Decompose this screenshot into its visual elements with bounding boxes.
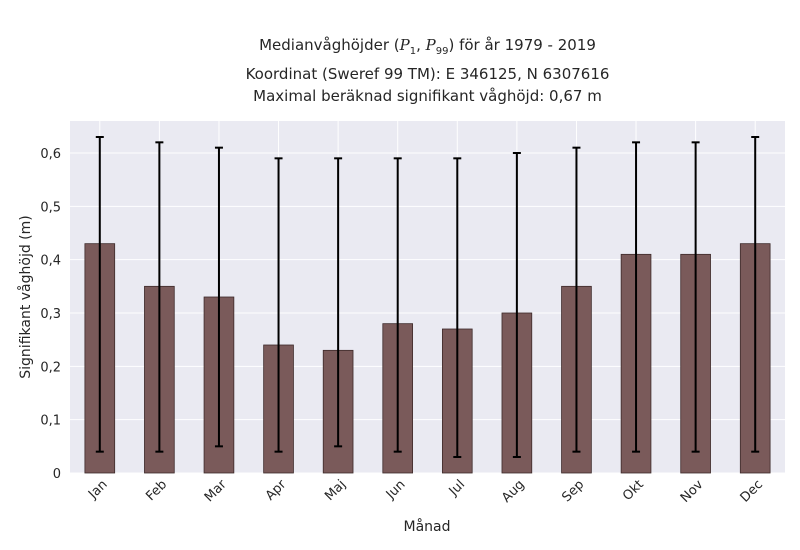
y-tick-label: 0,4 — [40, 254, 61, 269]
y-tick-label: 0,3 — [40, 307, 61, 322]
error-bars — [95, 136, 760, 458]
x-tick-label: Okt — [620, 477, 647, 504]
y-tick-label: 0,6 — [40, 147, 61, 162]
y-tick-label: 0,5 — [40, 200, 61, 215]
plot-area — [70, 121, 785, 473]
x-tick-label: Sep — [559, 477, 587, 505]
x-tick-label: Nov — [678, 477, 707, 506]
x-tick-label: Maj — [322, 477, 349, 504]
x-tick-label: Apr — [263, 477, 290, 504]
p-high-symbol: P — [425, 36, 436, 54]
p-high-subscript: 99 — [435, 46, 449, 57]
x-tick-labels: Jan Feb Mar Apr Maj Jun Jul Aug Sep Okt Nov Dec — [85, 477, 766, 506]
title-line-2: Koordinat (Sweref 99 TM): E 346125, N 63… — [245, 65, 610, 83]
title-line-1: Medianvåghöjder (P1, P99) för år 1979 - … — [259, 36, 596, 57]
x-tick-label: Dec — [738, 477, 766, 505]
x-tick-label: Mar — [202, 477, 230, 505]
title-line-3: Maximal beräknad signifikant våghöjd: 0,… — [253, 87, 602, 105]
x-axis-label: Månad — [404, 518, 451, 535]
x-tick-label: Jun — [383, 477, 409, 503]
y-tick-label: 0 — [53, 467, 61, 482]
y-axis-label: Signifikant våghöjd (m) — [17, 215, 34, 378]
y-tick-label: 0,1 — [40, 414, 61, 429]
x-tick-label: Jul — [446, 477, 468, 499]
y-tick-label: 0,2 — [40, 360, 61, 375]
p-low-symbol: P — [399, 36, 410, 54]
x-tick-label: Feb — [143, 477, 170, 504]
p-low-subscript: 1 — [409, 46, 417, 57]
y-tick-labels: 0 0,1 0,2 0,3 0,4 0,5 0,6 — [40, 147, 61, 482]
x-tick-label: Jan — [85, 477, 110, 502]
chart-title: Medianvåghöjder (P1, P99) för år 1979 - … — [70, 34, 785, 107]
x-tick-label: Aug — [499, 477, 528, 506]
